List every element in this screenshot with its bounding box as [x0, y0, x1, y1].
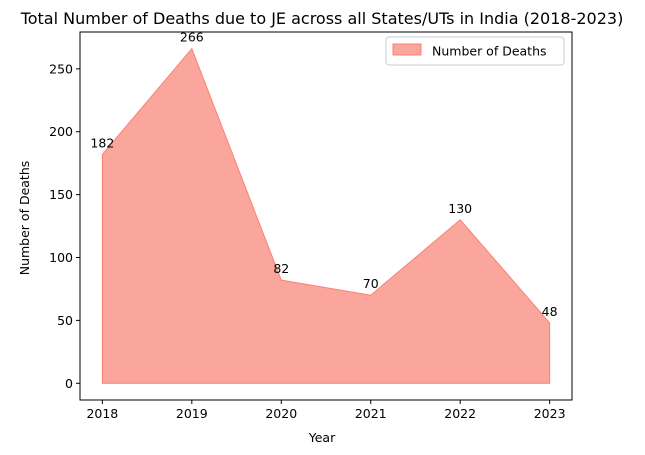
y-tick-label-150: 150 [49, 187, 73, 202]
x-tick-label-2020: 2020 [265, 406, 297, 421]
plot-frame [79, 31, 573, 401]
plot-area: 182 266 82 70 130 48 [90, 30, 558, 384]
data-label-2021: 70 [363, 276, 379, 291]
x-tick-label-2021: 2021 [355, 406, 387, 421]
x-axis-label: Year [308, 430, 336, 445]
y-tick-label-100: 100 [49, 250, 73, 265]
data-label-2023: 48 [542, 304, 558, 319]
data-label-2019: 266 [180, 30, 204, 45]
legend: Number of Deaths [385, 36, 565, 66]
x-tick-label-2023: 2023 [534, 406, 566, 421]
legend-swatch [392, 43, 422, 56]
y-axis-label: Number of Deaths [17, 161, 32, 276]
axes: 2018 2019 2020 2021 2022 2023 0 50 100 150 200 250 [49, 31, 573, 421]
legend-label: Number of Deaths [432, 44, 547, 59]
data-label-2022: 130 [448, 201, 472, 216]
x-tick-label-2018: 2018 [86, 406, 118, 421]
data-label-2020: 82 [273, 261, 289, 276]
y-tick-label-250: 250 [49, 61, 73, 76]
y-tick-label-200: 200 [49, 124, 73, 139]
chart-title: Total Number of Deaths due to JE across … [20, 9, 624, 28]
x-tick-label-2019: 2019 [176, 406, 208, 421]
legend-frame [385, 36, 565, 66]
y-tick-label-50: 50 [57, 313, 73, 328]
x-tick-label-2022: 2022 [444, 406, 476, 421]
area-series-number-of-deaths [101, 47, 551, 384]
y-tick-label-0: 0 [65, 376, 73, 391]
data-label-2018: 182 [90, 135, 114, 150]
